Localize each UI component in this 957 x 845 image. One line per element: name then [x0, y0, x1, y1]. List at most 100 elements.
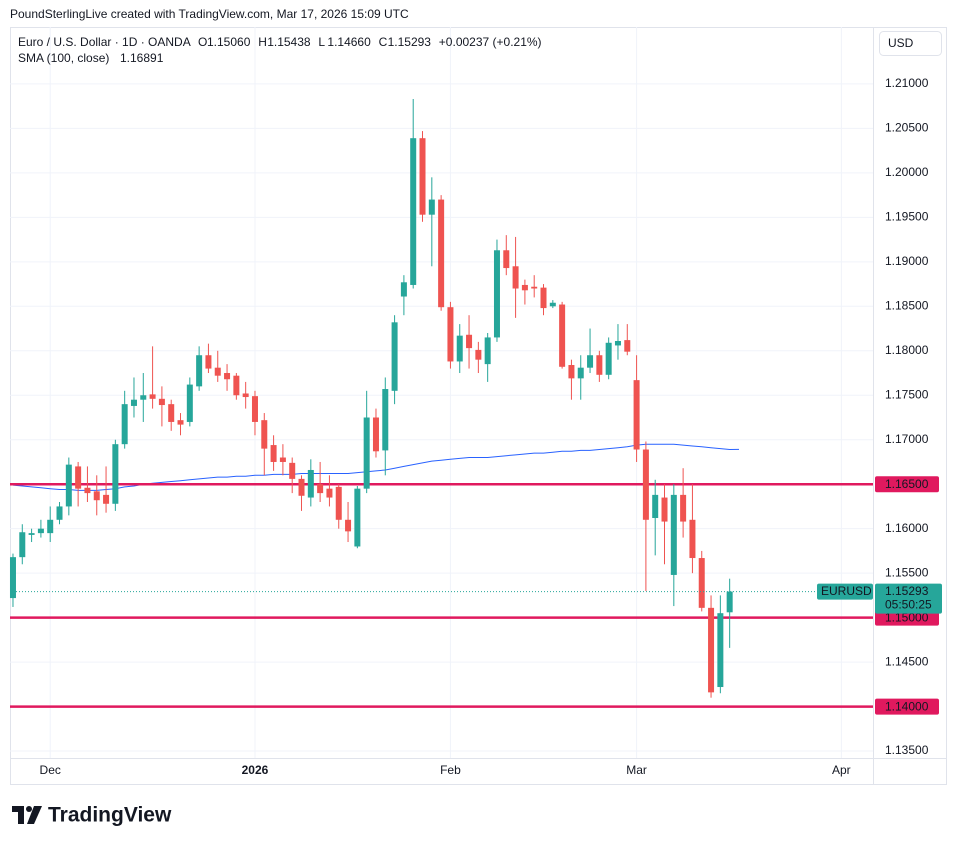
y-tick-label: 1.20000: [885, 165, 929, 179]
x-tick-label: 2026: [242, 763, 269, 777]
sma-name: SMA (100, close): [18, 51, 109, 65]
candle-body: [335, 486, 342, 520]
currency-label: USD: [888, 36, 914, 50]
level-label: 1.14000: [885, 699, 929, 713]
candle-body: [652, 494, 659, 519]
candle-body: [689, 519, 696, 559]
candle-body: [559, 304, 566, 367]
symbol-tag-label: EURUSD: [821, 584, 872, 598]
y-tick-label: 1.19500: [885, 210, 929, 224]
candle-body: [56, 506, 63, 520]
change-value: +0.00237 (+0.21%): [439, 35, 542, 49]
candle-body: [214, 367, 221, 376]
candle-body: [140, 395, 147, 400]
candle-body: [196, 355, 203, 387]
sma-value: 1.16891: [120, 51, 164, 65]
ohlc-key: O: [198, 35, 207, 49]
candle-body: [512, 266, 519, 289]
y-tick-label: 1.18500: [885, 298, 929, 312]
candle-body: [400, 282, 407, 297]
candle-body: [605, 342, 612, 375]
candle-body: [493, 250, 500, 338]
frame: [10, 27, 947, 785]
sma-line: [12, 443, 740, 491]
candle-body: [708, 607, 715, 693]
candle-body: [186, 384, 193, 422]
candle-body: [475, 349, 482, 360]
x-tick-label: Mar: [626, 763, 647, 777]
y-tick-label: 1.18000: [885, 343, 929, 357]
candle-body: [317, 484, 324, 494]
y-tick-label: 1.17500: [885, 387, 929, 401]
candle-body: [503, 250, 510, 269]
candle-body: [382, 389, 389, 451]
candle-body: [251, 396, 258, 422]
candle-body: [354, 488, 361, 547]
x-tick-label: Dec: [40, 763, 61, 777]
candle-body: [233, 375, 240, 396]
ohlc-value: 1.15060: [207, 35, 251, 49]
candle-body: [279, 457, 286, 462]
candle-body: [177, 420, 184, 425]
candle-body: [75, 466, 82, 489]
candle-body: [484, 337, 491, 365]
candle-body: [428, 199, 435, 215]
credit: PoundSterlingLive created with TradingVi…: [10, 7, 409, 21]
candle-body: [103, 494, 110, 504]
candle-body: [158, 398, 165, 406]
x-tick-label: Apr: [832, 763, 851, 777]
candle-body: [47, 519, 54, 534]
y-tick-label: 1.14500: [885, 654, 929, 668]
ohlc-key: C: [379, 35, 388, 49]
candle-body: [670, 494, 677, 575]
candle-body: [363, 417, 370, 489]
candle-body: [456, 335, 463, 362]
candle-body: [298, 478, 305, 496]
candle-body: [37, 528, 44, 534]
plot: 1.21000 1.20500 1.20000 1.19500 1.19000 1.185…: [9, 27, 942, 777]
candle-body: [121, 404, 128, 445]
logo-mark: [12, 806, 24, 824]
candle-body: [680, 494, 687, 522]
logo-mark: [26, 806, 32, 812]
candle-body: [28, 533, 35, 535]
y-tick-label: 1.16000: [885, 521, 929, 535]
candle-body: [698, 558, 705, 608]
candle-body: [614, 340, 621, 346]
candle-body: [65, 464, 72, 507]
candle-body: [345, 519, 352, 532]
candle-body: [9, 557, 16, 599]
logo-mark: [27, 806, 42, 824]
candle-body: [531, 286, 538, 289]
candle-body: [261, 420, 268, 449]
candle-body: [633, 380, 640, 450]
candle-body: [447, 307, 454, 362]
candle-body: [289, 462, 296, 479]
candle-body: [587, 355, 594, 368]
y-tick-label: 1.19000: [885, 254, 929, 268]
y-tick-label: 1.20500: [885, 121, 929, 135]
candle-body: [224, 373, 231, 380]
y-tick-label: 1.17000: [885, 432, 929, 446]
candle-body: [112, 444, 119, 504]
candle-body: [717, 613, 724, 688]
countdown: 05:50:25: [885, 598, 932, 612]
candle-body: [596, 355, 603, 375]
candle-body: [419, 138, 426, 215]
current-price-label: 1.15293: [885, 584, 929, 598]
y-tick-label: 1.21000: [885, 76, 929, 90]
currency-button[interactable]: [879, 31, 942, 56]
ohlc-value: 1.15293: [388, 35, 432, 49]
level-tag: [875, 609, 939, 626]
current-price-tag: [875, 583, 942, 614]
candle-body: [642, 449, 649, 520]
y-tick-label: 1.13500: [885, 743, 929, 757]
candle-body: [130, 399, 137, 406]
level-label: 1.16500: [885, 477, 929, 491]
candle-body: [521, 284, 528, 291]
ohlc-key: H: [258, 35, 267, 49]
candle-body: [168, 404, 175, 422]
